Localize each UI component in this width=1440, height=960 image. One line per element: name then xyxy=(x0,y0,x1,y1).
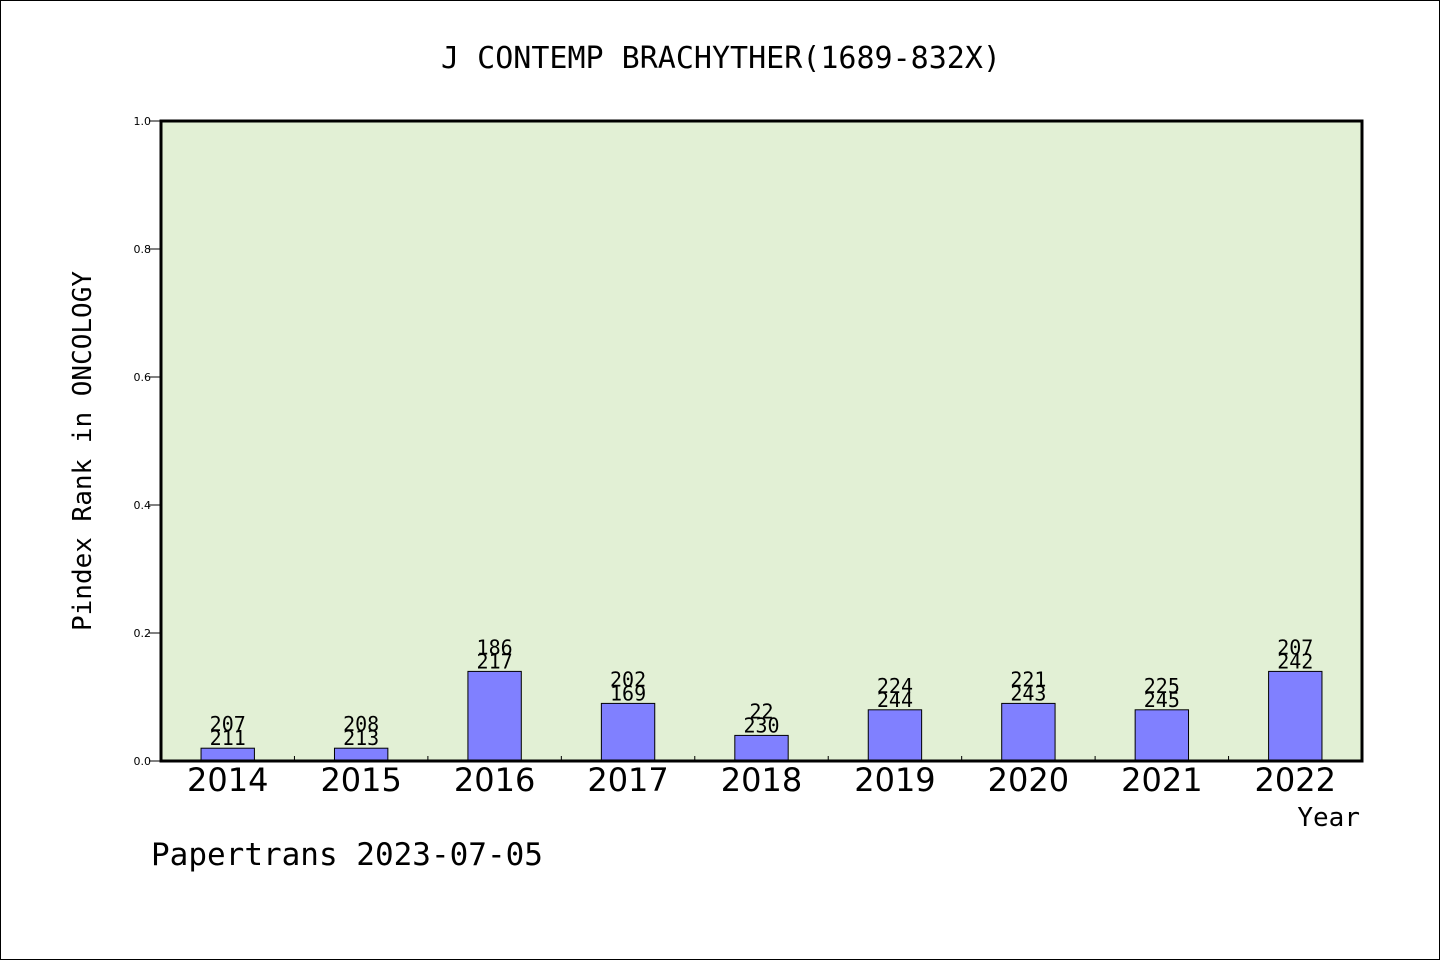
bar-2016 xyxy=(467,670,522,762)
bar-label-bottom: 230 xyxy=(743,713,779,737)
y-tick-label: 1.0 xyxy=(134,115,152,128)
bar-label-bottom: 244 xyxy=(877,688,913,712)
y-tick-label: 0.6 xyxy=(134,371,152,384)
x-tick-label: 2017 xyxy=(587,761,668,799)
bar-2018 xyxy=(734,734,789,762)
bar-2022 xyxy=(1268,670,1323,762)
bar-label-top: 207 xyxy=(210,712,246,736)
chart-title: J CONTEMP BRACHYTHER(1689-832X) xyxy=(441,41,1001,76)
bar-label-top: 186 xyxy=(477,635,513,659)
bar-label-bottom: 217 xyxy=(477,649,513,673)
x-axis-label: Year xyxy=(1297,803,1360,833)
bar-label-bottom: 242 xyxy=(1277,649,1313,673)
bar-label-bottom: 211 xyxy=(210,726,246,750)
bar-label-top: 224 xyxy=(877,674,913,698)
x-tick-label: 2019 xyxy=(854,761,935,799)
y-tick-label: 0.2 xyxy=(134,627,152,640)
y-tick-label: 0.8 xyxy=(134,243,152,256)
x-axis-ticks: 2014 2015 2016 2017 2018 2019 2020 2021 2022 xyxy=(187,756,1336,799)
y-tick-label: 0.4 xyxy=(134,499,152,512)
bars-group xyxy=(200,670,1323,762)
bar-label-top: 208 xyxy=(343,712,379,736)
bar-2020 xyxy=(1001,702,1056,762)
x-tick-label: 2022 xyxy=(1255,761,1336,799)
x-tick-label: 2018 xyxy=(721,761,802,799)
y-axis-ticks: 0.0 0.2 0.4 0.6 0.8 1.0 xyxy=(134,115,161,768)
bar-label-top: 207 xyxy=(1277,635,1313,659)
y-tick-label: 0.0 xyxy=(134,755,152,768)
bar-label-top: 225 xyxy=(1144,674,1180,698)
x-tick-label: 2016 xyxy=(454,761,535,799)
bar-2017 xyxy=(600,702,656,762)
bar-label-bottom: 245 xyxy=(1144,688,1180,712)
bar-label-bottom: 213 xyxy=(343,726,379,750)
bar-label-top: 202 xyxy=(610,667,646,691)
x-tick-label: 2021 xyxy=(1121,761,1202,799)
footer-credit: Papertrans 2023-07-05 xyxy=(151,837,543,873)
bar-2019 xyxy=(867,709,923,762)
bar-label-bottom: 243 xyxy=(1010,681,1046,705)
x-tick-label: 2020 xyxy=(988,761,1069,799)
bar-label-top: 22 xyxy=(749,699,773,723)
bar-labels-group: 2072112082131862172021692223022424422124… xyxy=(210,635,1314,750)
bar-label-bottom: 169 xyxy=(610,681,646,705)
bar-label-top: 221 xyxy=(1010,667,1046,691)
bar-2021 xyxy=(1134,709,1190,762)
x-tick-label: 2014 xyxy=(187,761,268,799)
plot-border xyxy=(159,119,1364,763)
x-tick-label: 2015 xyxy=(320,761,401,799)
y-axis-label: Pindex Rank in ONCOLOGY xyxy=(68,271,98,631)
plot-area xyxy=(161,121,1362,761)
